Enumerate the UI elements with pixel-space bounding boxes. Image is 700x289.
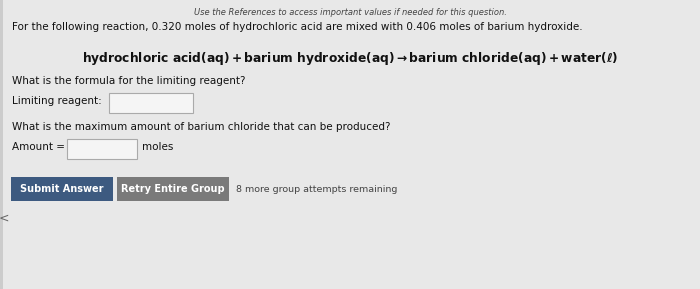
Text: Retry Entire Group: Retry Entire Group [121, 184, 225, 194]
Text: $\bf{hydrochloric\ acid(aq) + barium\ hydroxide(aq) \rightarrow barium\ chloride: $\bf{hydrochloric\ acid(aq) + barium\ hy… [82, 50, 618, 67]
FancyBboxPatch shape [117, 177, 229, 201]
Text: 8 more group attempts remaining: 8 more group attempts remaining [236, 184, 398, 194]
Text: Submit Answer: Submit Answer [20, 184, 104, 194]
Text: <: < [0, 212, 9, 225]
Text: Limiting reagent:: Limiting reagent: [12, 96, 102, 106]
Text: For the following reaction, 0.320 moles of hydrochloric acid are mixed with 0.40: For the following reaction, 0.320 moles … [12, 22, 582, 32]
Text: What is the maximum amount of barium chloride that can be produced?: What is the maximum amount of barium chl… [12, 122, 391, 132]
FancyBboxPatch shape [0, 0, 3, 289]
FancyBboxPatch shape [67, 139, 137, 159]
Text: What is the formula for the limiting reagent?: What is the formula for the limiting rea… [12, 76, 246, 86]
FancyBboxPatch shape [11, 177, 113, 201]
Text: moles: moles [142, 142, 174, 152]
FancyBboxPatch shape [109, 93, 193, 113]
Text: Use the References to access important values if needed for this question.: Use the References to access important v… [194, 8, 506, 17]
Text: Amount =: Amount = [12, 142, 65, 152]
